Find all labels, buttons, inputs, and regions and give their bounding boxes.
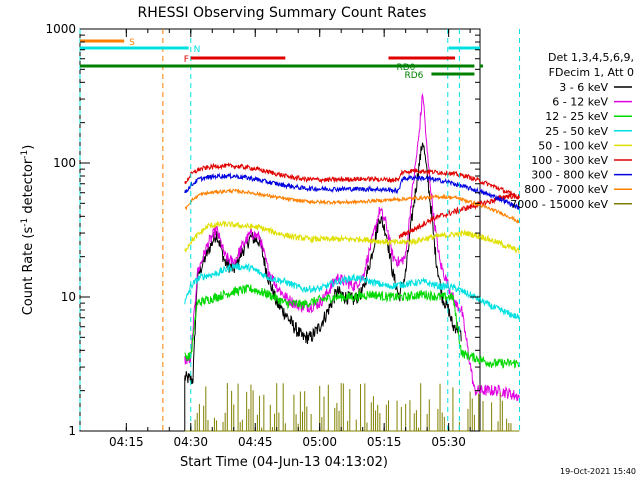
legend-label: 300 - 800 keV [531,169,608,182]
series-line-800-7000kev [184,187,520,224]
legend-label: 3 - 6 keV [559,81,608,94]
series-line-12-25kev [184,284,520,370]
legend-label: 50 - 100 keV [538,139,608,152]
y-tick-label: 1 [68,424,76,438]
y-tick-label: 1000 [45,22,76,36]
x-tick-label: 04:45 [238,435,273,449]
x-tick-label: 05:15 [367,435,402,449]
y-axis-label-mid: detector [21,158,36,218]
legend: Det 1,3,4,5,6,9, FDecim 1, Att 0 3 - 6 k… [510,51,634,211]
vline-layer [79,29,521,431]
plot-frame [79,28,481,432]
series-line-3-6kev [184,142,462,384]
series-layer [184,92,520,432]
y-axis-label-main: Count Rate (s [21,227,36,316]
flag-label-s: S [129,38,135,48]
y-axis-label-sup2: -1 [20,150,30,159]
legend-label: 800 - 7000 keV [524,183,608,196]
x-axis-label: Start Time (04-Jun-13 04:13:02) [180,455,388,470]
footer-timestamp: 19-Oct-2021 15:40 [560,467,636,476]
flag-label-n: N [194,45,201,55]
legend-label: 7000 - 15000 keV [510,198,608,211]
x-tick-label: 05:30 [431,435,466,449]
y-axis-label-sup1: -1 [20,218,30,227]
y-axis-label: Count Rate (s-1 detector-1) [20,145,36,316]
y-tick-label: 10 [61,290,76,304]
axis-layer: 1 10 100 1000 04:15 04:30 04:45 05:00 05:15 05:30 [45,22,480,449]
flag-label-rd0: RD0 [396,63,415,73]
legend-header-2: FDecim 1, Att 0 [549,66,634,79]
chart-title: RHESSI Observing Summary Count Rates [138,5,427,21]
legend-label: 6 - 12 keV [552,96,608,109]
series-line-300-800kev [184,171,520,211]
legend-header-1: Det 1,3,4,5,6,9, [548,51,634,64]
x-tick-label: 04:15 [109,435,144,449]
series-line-6-12kev [184,92,520,402]
series-line-100-300kev [184,161,520,200]
flag-label-rd6: RD6 [404,71,423,81]
y-axis-label-end: ) [21,145,36,150]
series-line-25-50kev [184,261,520,320]
legend-label: 100 - 300 keV [531,154,608,167]
x-tick-label: 04:30 [173,435,208,449]
legend-label: 25 - 50 keV [545,125,608,138]
x-tick-label: 05:00 [302,435,337,449]
flag-label-f: F [184,55,189,65]
y-tick-label: 100 [53,156,76,170]
series-line-50-100kev [184,220,520,254]
legend-label: 12 - 25 keV [545,110,608,123]
